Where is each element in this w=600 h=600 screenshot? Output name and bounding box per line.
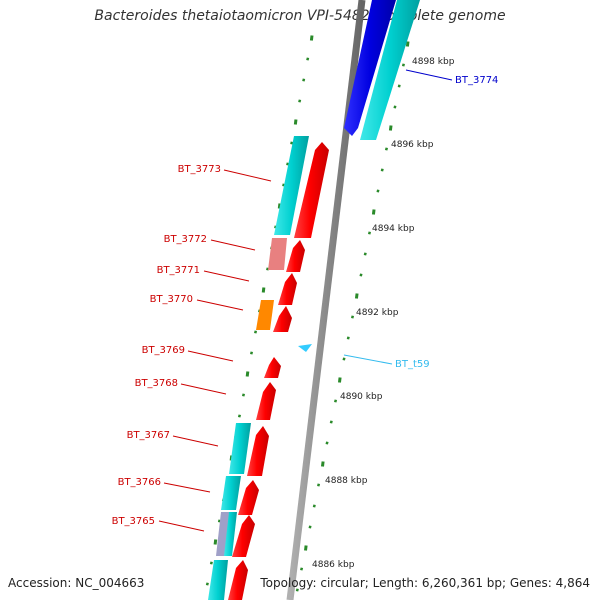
tick-mark bbox=[205, 582, 209, 586]
tick-mark bbox=[393, 105, 397, 109]
gene-label-bt3768[interactable]: BT_3768 bbox=[135, 378, 178, 389]
cds-3765[interactable] bbox=[232, 515, 255, 557]
tick-mark bbox=[209, 561, 213, 565]
scale-label: 4898 kbp bbox=[412, 57, 455, 67]
tick-mark bbox=[380, 168, 384, 172]
gene-label-bt3774[interactable]: BT_3774 bbox=[455, 75, 498, 86]
tick-mark bbox=[300, 567, 304, 571]
cds-bt3774[interactable] bbox=[344, 0, 396, 136]
tick-mark bbox=[213, 539, 218, 545]
cds-3772[interactable] bbox=[286, 240, 305, 272]
gene-label-bt3766[interactable]: BT_3766 bbox=[118, 477, 161, 488]
tick-mark bbox=[304, 545, 308, 551]
tick-mark bbox=[363, 252, 367, 256]
tick-mark bbox=[237, 414, 241, 418]
cds-3773[interactable] bbox=[294, 142, 329, 238]
tick-mark bbox=[376, 189, 380, 193]
gene-label-bt3770[interactable]: BT_3770 bbox=[150, 294, 193, 305]
trna-bt-t59[interactable] bbox=[298, 344, 312, 352]
tick-mark bbox=[282, 183, 286, 187]
scale-label: 4886 kbp bbox=[312, 560, 355, 570]
tick-mark bbox=[367, 231, 372, 235]
tick-mark bbox=[346, 336, 350, 340]
tick-mark bbox=[321, 461, 325, 467]
tick-mark bbox=[401, 63, 405, 67]
tick-mark bbox=[290, 141, 294, 145]
cds-bottom[interactable] bbox=[228, 560, 248, 600]
tick-mark bbox=[308, 525, 312, 529]
topology-text: Topology: circular; Length: 6,260,361 bp… bbox=[260, 576, 590, 590]
cds-3767[interactable] bbox=[247, 426, 269, 476]
cds-3770[interactable] bbox=[273, 306, 292, 332]
tick-marks-inner bbox=[295, 41, 410, 592]
tick-mark bbox=[354, 293, 359, 299]
tick-mark bbox=[312, 504, 316, 508]
feature-cyan-3766[interactable] bbox=[221, 476, 241, 510]
scale-label: 4892 kbp bbox=[356, 308, 399, 318]
gene-labels: BT_3774 BT_3773 BT_3772 BT_3771 BT_3770 … bbox=[112, 75, 499, 527]
tick-mark bbox=[397, 84, 401, 88]
tick-mark bbox=[384, 147, 388, 151]
tick-mark bbox=[266, 267, 270, 271]
cds-3771[interactable] bbox=[278, 273, 297, 305]
tick-mark bbox=[306, 57, 310, 61]
gene-label-bt3772[interactable]: BT_3772 bbox=[164, 234, 207, 245]
tick-mark bbox=[254, 330, 258, 334]
leader-lines bbox=[158, 69, 453, 532]
scale-label: 4896 kbp bbox=[391, 140, 434, 150]
feature-bt3774-group bbox=[344, 0, 420, 140]
tick-mark bbox=[337, 377, 342, 383]
accession-text: Accession: NC_004663 bbox=[8, 576, 145, 590]
gene-glyphs bbox=[208, 136, 329, 600]
scale-labels: 4898 kbp 4896 kbp 4894 kbp 4892 kbp 4890… bbox=[312, 57, 455, 570]
tick-mark bbox=[325, 441, 329, 445]
tick-mark bbox=[241, 393, 246, 397]
tick-mark bbox=[286, 162, 290, 166]
gene-label-bt3769[interactable]: BT_3769 bbox=[142, 345, 185, 356]
tick-mark bbox=[309, 35, 314, 41]
feature-cyan-top[interactable] bbox=[360, 0, 420, 140]
tick-mark bbox=[371, 209, 376, 215]
tick-mark bbox=[329, 420, 333, 424]
tick-mark bbox=[405, 41, 410, 47]
tick-mark bbox=[277, 203, 282, 209]
tick-mark bbox=[342, 357, 346, 361]
feature-orange-3770[interactable] bbox=[256, 300, 274, 330]
cds-3766[interactable] bbox=[238, 480, 259, 515]
tick-mark bbox=[249, 351, 254, 355]
gene-label-bt3767[interactable]: BT_3767 bbox=[127, 430, 170, 441]
scale-label: 4888 kbp bbox=[325, 476, 368, 486]
tick-mark bbox=[295, 588, 299, 592]
tick-mark bbox=[317, 483, 321, 487]
feature-pink-3772[interactable] bbox=[268, 238, 287, 270]
gene-label-bt-t59[interactable]: BT_t59 bbox=[395, 359, 430, 370]
cds-3768[interactable] bbox=[256, 382, 276, 420]
tick-mark bbox=[298, 99, 302, 103]
tick-mark bbox=[350, 315, 355, 319]
gene-label-bt3771[interactable]: BT_3771 bbox=[157, 265, 200, 276]
tick-mark bbox=[334, 399, 338, 403]
tick-mark bbox=[261, 287, 266, 293]
tick-mark bbox=[293, 119, 298, 125]
scale-label: 4890 kbp bbox=[340, 392, 383, 402]
gene-label-bt3765[interactable]: BT_3765 bbox=[112, 516, 155, 527]
tick-mark bbox=[388, 125, 393, 131]
gene-label-bt3773[interactable]: BT_3773 bbox=[178, 164, 221, 175]
tick-mark bbox=[302, 78, 306, 82]
feature-cyan-bottom[interactable] bbox=[208, 560, 228, 600]
feature-cyan-3767[interactable] bbox=[229, 423, 251, 474]
tick-mark bbox=[217, 519, 221, 523]
genome-backbone bbox=[286, 0, 366, 600]
tick-mark bbox=[359, 273, 363, 277]
tick-mark bbox=[245, 371, 250, 377]
scale-label: 4894 kbp bbox=[372, 224, 415, 234]
cds-3769[interactable] bbox=[264, 357, 281, 378]
feature-cyan-3765[interactable] bbox=[224, 512, 237, 556]
feature-cyan-3773[interactable] bbox=[274, 136, 309, 235]
